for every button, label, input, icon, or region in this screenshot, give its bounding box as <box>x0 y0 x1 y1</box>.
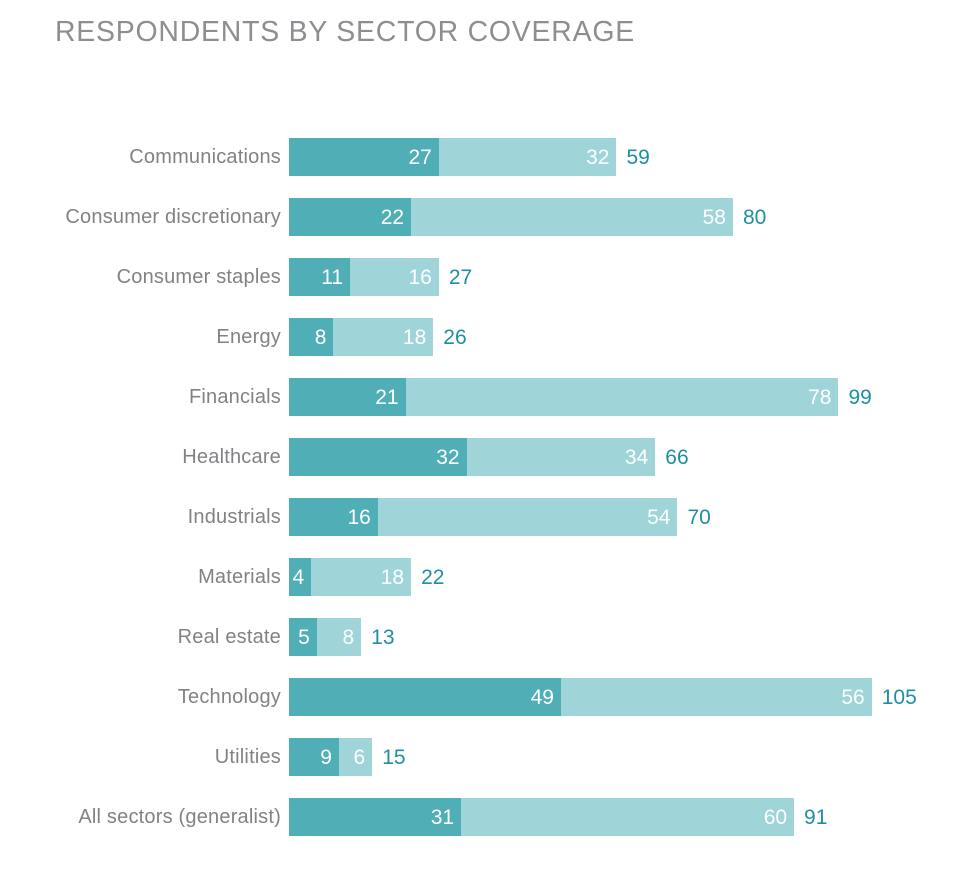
chart-row: Materials 4 18 22 <box>0 558 965 596</box>
category-label: Financials <box>188 385 281 408</box>
bar-segment-secondary: 56 <box>560 678 872 716</box>
segment-value-label: 32 <box>586 145 610 169</box>
bar-segment-secondary: 34 <box>466 438 656 476</box>
bar-segment-secondary: 18 <box>333 318 434 356</box>
bar-segment-primary: 11 <box>289 258 351 296</box>
bar-segment-secondary: 16 <box>350 258 439 296</box>
total-label: 70 <box>687 505 711 529</box>
stacked-bar: 27 32 <box>289 138 617 176</box>
chart-row: All sectors (generalist) 31 60 91 <box>0 798 965 836</box>
segment-value-label: 56 <box>841 685 865 709</box>
total-label: 27 <box>448 265 473 289</box>
bar-segment-secondary: 78 <box>405 378 839 416</box>
chart-row: Real estate 5 8 13 <box>0 618 965 656</box>
bar-segment-primary: 22 <box>289 198 412 236</box>
segment-value-label: 9 <box>320 745 332 769</box>
category-label: Industrials <box>187 505 281 528</box>
total-label: 59 <box>626 145 650 169</box>
total-label: 105 <box>881 685 917 709</box>
chart-row: Consumer staples 11 16 27 <box>0 258 965 296</box>
total-label: 22 <box>421 565 445 589</box>
bar-segment-primary: 49 <box>289 678 561 716</box>
segment-value-label: 18 <box>380 565 405 589</box>
chart-row: Utilities 9 6 15 <box>0 738 965 776</box>
segment-value-label: 32 <box>436 445 460 469</box>
segment-value-label: 58 <box>702 205 726 229</box>
total-label: 13 <box>371 625 395 649</box>
segment-value-label: 34 <box>624 445 649 469</box>
chart-row: Communications 27 32 59 <box>0 138 965 176</box>
segment-value-label: 8 <box>342 625 355 649</box>
category-label: Communications <box>129 145 281 168</box>
chart-rows: Communications 27 32 59 Consumer discretiona… <box>0 138 965 858</box>
category-label: Consumer discretionary <box>65 205 281 228</box>
chart-row: Healthcare 32 34 66 <box>0 438 965 476</box>
category-label: Technology <box>177 685 281 708</box>
total-label: 80 <box>742 205 767 229</box>
segment-value-label: 16 <box>347 505 371 529</box>
category-label: Real estate <box>177 625 281 648</box>
segment-value-label: 27 <box>408 145 432 169</box>
bar-segment-secondary: 18 <box>311 558 412 596</box>
bar-segment-primary: 9 <box>289 738 339 776</box>
segment-value-label: 16 <box>408 265 432 289</box>
total-label: 99 <box>848 385 872 409</box>
chart-row: Industrials 16 54 70 <box>0 498 965 536</box>
segment-value-label: 18 <box>402 325 427 349</box>
chart-row: Energy 8 18 26 <box>0 318 965 356</box>
stacked-bar: 31 60 <box>289 798 795 836</box>
segment-value-label: 6 <box>353 745 366 769</box>
bar-segment-primary: 16 <box>289 498 378 536</box>
bar-segment-primary: 21 <box>289 378 406 416</box>
segment-value-label: 49 <box>530 685 554 709</box>
category-label: Healthcare <box>182 445 281 468</box>
bar-segment-secondary: 8 <box>316 618 362 656</box>
stacked-bar: 4 18 <box>289 558 412 596</box>
total-label: 91 <box>804 805 828 829</box>
bar-segment-primary: 5 <box>289 618 317 656</box>
segment-value-label: 31 <box>430 805 455 829</box>
segment-value-label: 21 <box>375 385 399 409</box>
chart-title: RESPONDENTS BY SECTOR COVERAGE <box>55 16 635 48</box>
bar-segment-primary: 4 <box>289 558 312 596</box>
bar-segment-secondary: 32 <box>438 138 617 176</box>
bar-segment-primary: 32 <box>289 438 467 476</box>
bar-segment-secondary: 60 <box>461 798 795 836</box>
stacked-bar: 49 56 <box>289 678 872 716</box>
stacked-bar: 8 18 <box>289 318 434 356</box>
stacked-bar: 32 34 <box>289 438 656 476</box>
stacked-bar: 21 78 <box>289 378 839 416</box>
stacked-bar: 22 58 <box>289 198 733 236</box>
bar-segment-secondary: 54 <box>377 498 678 536</box>
category-label: Consumer staples <box>116 265 281 288</box>
segment-value-label: 8 <box>314 325 327 349</box>
stacked-bar: 11 16 <box>289 258 439 296</box>
segment-value-label: 11 <box>321 265 344 289</box>
total-label: 26 <box>443 325 467 349</box>
total-label: 15 <box>382 745 406 769</box>
category-label: Utilities <box>214 745 281 768</box>
bar-segment-primary: 27 <box>289 138 439 176</box>
category-label: Energy <box>216 325 281 348</box>
bar-segment-secondary: 6 <box>338 738 373 776</box>
segment-value-label: 60 <box>763 805 788 829</box>
category-label: All sectors (generalist) <box>78 805 281 828</box>
total-label: 66 <box>665 445 689 469</box>
chart-row: Technology 49 56 105 <box>0 678 965 716</box>
stacked-bar: 16 54 <box>289 498 678 536</box>
chart-row: Consumer discretionary 22 58 80 <box>0 198 965 236</box>
segment-value-label: 22 <box>380 205 405 229</box>
segment-value-label: 4 <box>292 565 305 589</box>
segment-value-label: 78 <box>808 385 832 409</box>
bar-segment-primary: 31 <box>289 798 462 836</box>
bar-segment-primary: 8 <box>289 318 334 356</box>
chart-row: Financials 21 78 99 <box>0 378 965 416</box>
segment-value-label: 54 <box>647 505 671 529</box>
category-label: Materials <box>198 565 281 588</box>
segment-value-label: 5 <box>298 625 310 649</box>
bar-segment-secondary: 58 <box>411 198 733 236</box>
